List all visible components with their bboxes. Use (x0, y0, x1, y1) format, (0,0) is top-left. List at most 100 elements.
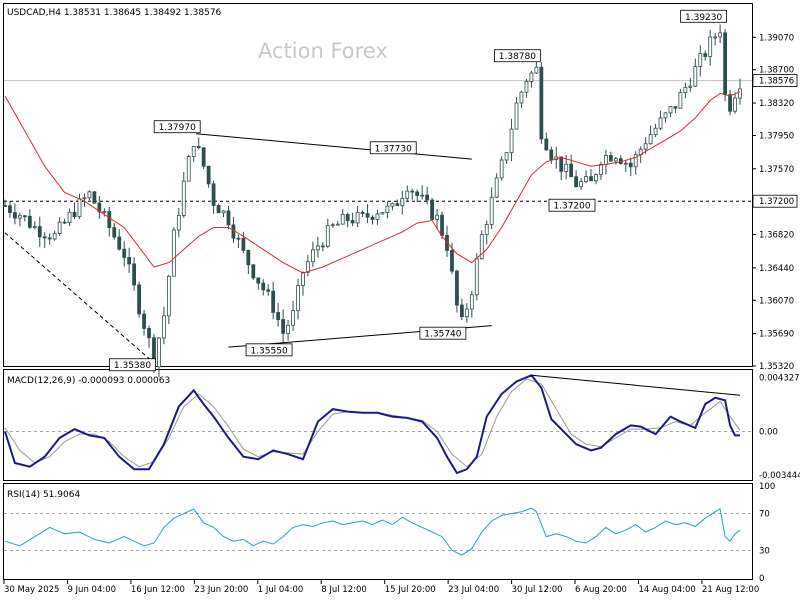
candle-body (335, 223, 340, 226)
annotation-label: 1.38780 (499, 52, 536, 62)
candle (132, 257, 137, 291)
candle-body (499, 159, 504, 179)
candle-body (400, 197, 405, 206)
candle-body (594, 174, 598, 182)
candle-body (623, 162, 628, 165)
candle-body (201, 147, 206, 167)
candle-body (117, 236, 122, 250)
time-tick-label: 15 Jul 20:00 (385, 585, 436, 595)
candle (633, 150, 638, 175)
candle (246, 249, 251, 275)
price-tick-label: 1.38320 (759, 99, 794, 109)
annotation-label: 1.37730 (375, 144, 412, 154)
candle (122, 241, 127, 267)
axis-price-tag-box (752, 74, 798, 88)
candle (142, 309, 146, 336)
annotation-label: 1.35550 (250, 346, 287, 356)
axis-price-tag-1.37200: 1.37200 (752, 194, 798, 208)
candle-body (479, 234, 484, 260)
macd-tick-label: -0.003444 (759, 471, 800, 481)
candle-body (484, 224, 489, 235)
candle-body (653, 127, 658, 136)
candle-body (127, 257, 132, 265)
candle-body (32, 226, 37, 228)
annotation-box (369, 141, 417, 155)
candle-body (514, 102, 519, 130)
price-pane (3, 3, 753, 367)
candle-body (683, 86, 688, 93)
price-tick-label: 1.36820 (759, 231, 794, 241)
candle-body (534, 66, 539, 74)
annotation-label: 1.35740 (424, 330, 461, 340)
candle-body (196, 146, 201, 149)
axis-price-tag-1.38576: 1.38576 (752, 74, 798, 88)
candle-body (718, 32, 723, 38)
candle-body (459, 304, 464, 318)
candle (544, 132, 549, 151)
candle-body (579, 181, 583, 188)
annotation-box (153, 120, 201, 134)
candle (191, 146, 196, 163)
candle (400, 190, 405, 215)
price-tick-label: 1.35320 (759, 362, 794, 372)
candle-body (77, 198, 82, 218)
candle (306, 254, 310, 277)
candle-body (236, 237, 241, 240)
candle-body (489, 196, 494, 225)
macd-tick-label: 0.00 (759, 428, 778, 438)
candle-body (266, 289, 271, 292)
candle-body (355, 211, 360, 224)
candle (3, 199, 7, 207)
candle (405, 185, 410, 202)
candle-body (176, 215, 181, 231)
axis-price-tag-label: 1.38576 (759, 77, 794, 87)
candle-body (678, 92, 683, 109)
price-tick-label: 1.39070 (759, 33, 794, 43)
candle-body (708, 36, 713, 57)
candle-body (415, 191, 420, 196)
candle-body (648, 134, 653, 145)
candle (529, 70, 534, 88)
trendline-1 (196, 133, 472, 160)
candle-body (628, 162, 633, 168)
candle (673, 106, 678, 113)
candle-body (132, 263, 137, 286)
time-tick-label: 8 Jul 12:00 (321, 585, 367, 595)
candle-body (291, 310, 295, 326)
time-tick-label: 14 Aug 04:00 (638, 585, 695, 595)
candle (430, 197, 434, 221)
candle-body (469, 294, 474, 310)
rsi-tick-label: 0 (759, 574, 764, 584)
candle (330, 222, 335, 228)
candle (489, 187, 494, 230)
candle (17, 212, 22, 227)
candle (206, 165, 211, 188)
candle-body (67, 211, 72, 223)
candle (47, 233, 52, 245)
candle (469, 290, 474, 318)
annotation-box (680, 9, 728, 23)
candle (658, 110, 663, 131)
candle-body (92, 191, 97, 204)
candle-body (564, 163, 569, 172)
candle-body (738, 88, 742, 99)
annotation-box (419, 326, 467, 340)
annotation-1.35550: 1.35550 (245, 343, 293, 356)
candle-body (162, 315, 166, 339)
candle-body (107, 211, 112, 228)
candle-body (529, 72, 534, 82)
price-tick-label: 1.37570 (759, 165, 794, 175)
time-tick-label: 21 Aug 12:00 (702, 585, 759, 595)
price-tick-label: 1.35690 (759, 330, 794, 340)
candle-body (3, 205, 7, 207)
annotation-1.37730: 1.37730 (369, 141, 417, 155)
candle (340, 209, 345, 225)
candle (57, 217, 62, 237)
rsi-series-line (4, 507, 741, 556)
candle-body (57, 221, 62, 234)
annotation-1.35740: 1.35740 (419, 326, 467, 340)
candle-body (504, 152, 509, 161)
candle-body (584, 176, 588, 183)
candle-body (17, 215, 22, 219)
